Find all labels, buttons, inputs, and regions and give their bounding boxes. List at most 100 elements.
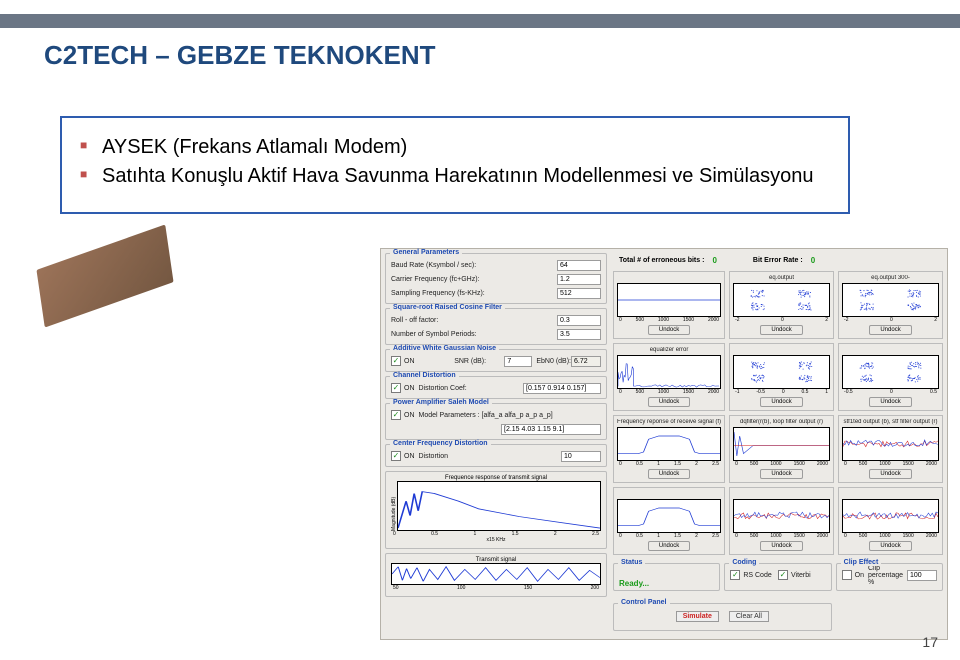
err-label: Total # of erroneous bits :: [619, 257, 704, 264]
checkbox-label: Viterbi: [791, 572, 826, 579]
ebn0-display: 6.72: [571, 356, 601, 367]
bullet-item: Satıhta Konuşlu Aktif Hava Savunma Harek…: [80, 165, 830, 188]
subplot: 0500100015002000 Undock: [729, 487, 834, 555]
group-title: Clip Effect: [841, 559, 882, 566]
group-clip-effect: Clip Effect On Clip percentage % 100: [836, 563, 943, 591]
subplot: dqfilter(r(b), loop filter output (r) 05…: [729, 415, 834, 483]
plot-title: eq.output 300-: [842, 275, 939, 283]
subplot: eq.output 300- -202 Undock: [838, 271, 943, 339]
err-value: 0: [712, 256, 716, 265]
decorative-shape: [36, 224, 173, 327]
saleh-params-input[interactable]: [2.15 4.03 1.15 9.1]: [501, 424, 601, 435]
subplot: 00.511.522.5 Undock: [613, 487, 725, 555]
samplingfreq-input[interactable]: 512: [557, 288, 601, 299]
subplot: -1-0.500.51 Undock: [729, 343, 834, 411]
undock-button[interactable]: Undock: [760, 397, 802, 407]
plot-title: eq.output: [733, 275, 830, 283]
clip-pct-input[interactable]: 100: [907, 570, 937, 581]
xticks: -1-0.500.51: [733, 389, 830, 395]
carrierfreq-input[interactable]: 1.2: [557, 274, 601, 285]
undock-button[interactable]: Undock: [760, 469, 802, 479]
snr-input[interactable]: 7: [504, 356, 532, 367]
axes: [617, 355, 721, 389]
subplot: equalizer error 0500100015002000 Undock: [613, 343, 725, 411]
plot-grid: 0500100015002000 Undock eq.output -202 U…: [613, 271, 943, 555]
undock-button[interactable]: Undock: [869, 541, 911, 551]
undock-button[interactable]: Undock: [869, 469, 911, 479]
plot-title: [733, 347, 830, 355]
stats-bar: Total # of erroneous bits : 0 Bit Error …: [613, 253, 943, 267]
awgn-on-checkbox[interactable]: ✓: [391, 356, 401, 366]
xticks: -0.500.5: [842, 389, 939, 395]
chdist-on-checkbox[interactable]: ✓: [391, 383, 401, 393]
rolloff-input[interactable]: 0.3: [557, 315, 601, 326]
param-label: Roll - off factor:: [391, 317, 557, 324]
xticks: 0500100015002000: [842, 533, 939, 539]
undock-button[interactable]: Undock: [869, 325, 911, 335]
page-number: 17: [922, 634, 938, 650]
cfdist-input[interactable]: 10: [561, 451, 601, 462]
bullet-list: AYSEK (Frekans Atlamalı Modem) Satıhta K…: [60, 116, 850, 214]
param-label: ON: [404, 453, 415, 460]
signal-svg: [398, 482, 600, 530]
ber-value: 0: [811, 256, 815, 265]
subplot: -0.500.5 Undock: [838, 343, 943, 411]
axes: [397, 481, 601, 531]
bullet-item: AYSEK (Frekans Atlamalı Modem): [80, 136, 830, 159]
clear-all-button[interactable]: Clear All: [729, 611, 769, 622]
checkbox-label: RS Code: [743, 572, 778, 579]
group-title: Coding: [729, 559, 759, 566]
param-label: Baud Rate (Ksymbol / sec):: [391, 262, 557, 269]
cfdist-on-checkbox[interactable]: ✓: [391, 451, 401, 461]
undock-button[interactable]: Undock: [648, 469, 690, 479]
rscode-checkbox[interactable]: ✓: [730, 570, 740, 580]
param-label: SNR (dB):: [454, 358, 504, 365]
param-label: Model Parameters : [alfa_a alfa_p a_p a_…: [419, 412, 602, 419]
xticks: 0500100015002000: [842, 461, 939, 467]
xticks: 00.511.522.5: [617, 461, 721, 467]
xticks: 0500100015002000: [733, 461, 830, 467]
xticks: 0500100015002000: [617, 389, 721, 395]
undock-button[interactable]: Undock: [648, 325, 690, 335]
axes: [617, 283, 721, 317]
axes: [842, 283, 939, 317]
undock-button[interactable]: Undock: [760, 325, 802, 335]
axes: [733, 499, 830, 533]
group-title: Channel Distortion: [390, 372, 459, 379]
group-channel-distortion: Channel Distortion ✓ ON Distortion Coef:…: [385, 376, 607, 399]
viterbi-checkbox[interactable]: ✓: [778, 570, 788, 580]
plot-title: [617, 491, 721, 499]
param-label: ON: [404, 412, 415, 419]
axes: [842, 499, 939, 533]
simulation-app-window: General Parameters Baud Rate (Ksymbol / …: [380, 248, 948, 640]
distcoef-input[interactable]: [0.157 0.914 0.157]: [523, 383, 601, 394]
param-label: ON: [404, 358, 454, 365]
axes: [733, 283, 830, 317]
baudrate-input[interactable]: 64: [557, 260, 601, 271]
axes: [842, 427, 939, 461]
group-pa-saleh: Power Amplifier Saleh Model ✓ ON Model P…: [385, 403, 607, 440]
checkbox-label: On: [855, 572, 864, 579]
axes: [733, 355, 830, 389]
clip-on-checkbox[interactable]: [842, 570, 852, 580]
undock-button[interactable]: Undock: [760, 541, 802, 551]
group-awgn: Additive White Gaussian Noise ✓ ON SNR (…: [385, 349, 607, 372]
xticks: 0500100015002000: [617, 317, 721, 323]
undock-button[interactable]: Undock: [648, 541, 690, 551]
param-label: EbN0 (dB):: [536, 358, 571, 365]
pasaleh-on-checkbox[interactable]: ✓: [391, 410, 401, 420]
group-status: Status Ready...: [613, 563, 720, 591]
xticks: -202: [733, 317, 830, 323]
parameters-panel: General Parameters Baud Rate (Ksymbol / …: [385, 253, 607, 635]
transmit-signal-plot: Transmit signal 50100150200: [385, 553, 607, 597]
xticks: 50100150200: [391, 585, 601, 591]
plot-title: [842, 491, 939, 499]
subplot: stf1ted output (b), stf filter output (r…: [838, 415, 943, 483]
undock-button[interactable]: Undock: [869, 397, 911, 407]
simulate-button[interactable]: Simulate: [676, 611, 719, 622]
plot-title: dqfilter(r(b), loop filter output (r): [733, 419, 830, 427]
ber-label: Bit Error Rate :: [753, 257, 803, 264]
plot-title: [733, 491, 830, 499]
symperiods-input[interactable]: 3.5: [557, 329, 601, 340]
undock-button[interactable]: Undock: [648, 397, 690, 407]
